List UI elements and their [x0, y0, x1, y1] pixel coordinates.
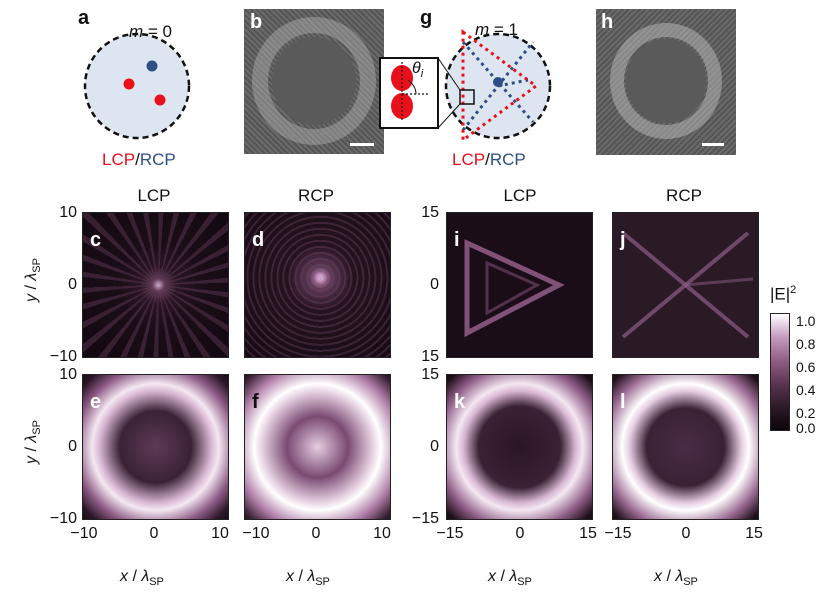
panel-label-j: j	[620, 229, 626, 251]
dashed-disk	[83, 32, 191, 140]
panel-label-l: l	[620, 391, 626, 413]
x-tick: 0	[681, 525, 691, 542]
colorbar-tick: 0.6	[796, 359, 816, 375]
panel-label-h: h	[601, 11, 614, 33]
y-axis-label: y / λSP	[23, 420, 43, 464]
panel-label-f: f	[252, 391, 259, 413]
y-tick: 15	[421, 348, 439, 365]
panel-label-d: d	[252, 229, 265, 251]
x-tick: −15	[604, 525, 632, 542]
x-tick: 10	[373, 525, 391, 542]
scale-bar	[350, 143, 374, 146]
x-tick: 0	[515, 525, 525, 542]
x-tick: 15	[579, 525, 597, 542]
colorbar-tick: 1.0	[796, 313, 816, 329]
panel-label-k: k	[454, 391, 466, 413]
x-axis-label: x / λSP	[286, 568, 330, 588]
x-tick: 0	[149, 525, 159, 542]
x-tick: 0	[311, 525, 321, 542]
pol-label-g: LCP/RCP	[452, 150, 526, 169]
y-axis-label: y / λSP	[23, 258, 43, 302]
colorbar-tick: 0.0	[796, 420, 816, 436]
colorbar-tick: 0.4	[796, 382, 816, 398]
panel-label-g: g	[420, 7, 433, 29]
m-label-a: m = 0	[129, 22, 173, 41]
y-tick: 0	[68, 276, 77, 293]
y-tick: 15	[421, 204, 439, 221]
x-tick: −15	[436, 525, 464, 542]
colorbar-tick: 0.8	[796, 336, 816, 352]
rcp-dot	[146, 60, 158, 72]
rcp-center	[493, 77, 503, 87]
col-title-j: RCP	[666, 186, 702, 205]
col-title-c: LCP	[137, 186, 171, 205]
colorbar	[770, 313, 790, 431]
schematic-g	[379, 29, 552, 143]
theta-label: θi	[412, 60, 424, 81]
field-map-i	[446, 212, 593, 358]
x-tick: −10	[70, 525, 98, 542]
col-title-i: LCP	[503, 186, 537, 205]
field-map-j	[612, 212, 759, 358]
colorbar-title: |E|2	[770, 284, 797, 304]
sem-image-h	[596, 9, 736, 155]
y-tick: 10	[59, 366, 77, 383]
field-map-e	[82, 374, 229, 520]
x-axis-label: x / λSP	[120, 568, 164, 588]
field-map-c	[82, 212, 229, 358]
col-title-d: RCP	[298, 186, 334, 205]
y-tick: −15	[411, 510, 439, 527]
y-tick: −10	[49, 348, 77, 365]
lcp-dot	[154, 94, 166, 106]
pol-label-a: LCP/RCP	[102, 150, 176, 169]
schematic-a	[83, 32, 191, 140]
y-tick: 0	[430, 438, 439, 455]
m-label-g: m = 1	[475, 20, 519, 39]
y-tick: 0	[430, 276, 439, 293]
panel-label-i: i	[454, 229, 460, 251]
x-tick: 10	[211, 525, 229, 542]
field-map-l	[612, 374, 759, 520]
y-tick: −10	[49, 510, 77, 527]
panel-label-b: b	[250, 11, 263, 33]
y-tick: 0	[68, 438, 77, 455]
zoom-box	[459, 89, 475, 105]
x-tick: −10	[242, 525, 270, 542]
panel-label-c: c	[90, 229, 102, 251]
x-axis-label: x / λSP	[488, 568, 532, 588]
field-map-k	[446, 374, 593, 520]
field-map-d	[244, 212, 391, 358]
y-tick: 15	[421, 366, 439, 383]
field-map-f	[244, 374, 391, 520]
panel-label-e: e	[90, 391, 102, 413]
colorbar-tick: 0.2	[796, 405, 816, 421]
x-axis-label: x / λSP	[654, 568, 698, 588]
panel-label-a: a	[78, 7, 90, 29]
lcp-dot	[123, 78, 135, 90]
x-tick: 15	[745, 525, 763, 542]
sem-image-b	[244, 9, 384, 154]
scale-bar	[702, 143, 724, 146]
y-tick: 10	[59, 204, 77, 221]
